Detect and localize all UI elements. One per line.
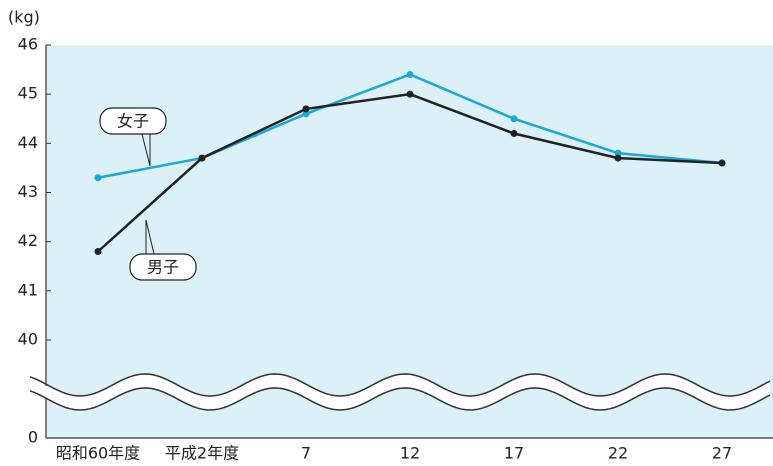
data-point (406, 71, 414, 78)
y-tick-label: 43 (18, 182, 38, 201)
data-point (614, 149, 622, 157)
data-point (94, 248, 102, 255)
y-tick-label: 0 (28, 428, 38, 447)
legend-box (99, 107, 167, 135)
y-tick-label: 41 (18, 280, 38, 299)
data-point (510, 130, 518, 137)
plot-background (46, 45, 773, 438)
axis-break-line (29, 387, 771, 411)
data-point (718, 159, 726, 167)
x-tick-label: 昭和60年度 (56, 444, 140, 463)
y-tick-label: 44 (18, 133, 38, 152)
axis-break-line (29, 373, 771, 397)
x-tick-label: 17 (504, 444, 524, 463)
data-point (94, 174, 102, 182)
x-tick-label: 12 (400, 444, 420, 463)
y-tick-label: 42 (18, 231, 38, 250)
data-point (614, 154, 622, 162)
x-tick-label: 平成2年度 (165, 444, 239, 463)
y-tick-label: 40 (18, 330, 38, 349)
x-tick-label: 27 (712, 444, 732, 463)
legend-label: 男子 (147, 258, 179, 277)
x-tick-label: 22 (608, 444, 628, 463)
axis-break-fill (30, 374, 770, 410)
legend-leader (145, 219, 155, 255)
y-tick-label: 45 (18, 84, 38, 103)
data-point (198, 154, 206, 162)
x-tick-label: 7 (301, 444, 311, 463)
data-point (510, 115, 518, 123)
legend-box (129, 253, 197, 281)
y-axis-label: (kg) (8, 8, 40, 27)
data-point (302, 105, 310, 113)
y-tick-label: 46 (18, 35, 38, 54)
legend-label: 女子 (117, 112, 149, 131)
legend-leader (141, 133, 151, 167)
data-point (302, 110, 310, 118)
data-point (406, 90, 414, 98)
